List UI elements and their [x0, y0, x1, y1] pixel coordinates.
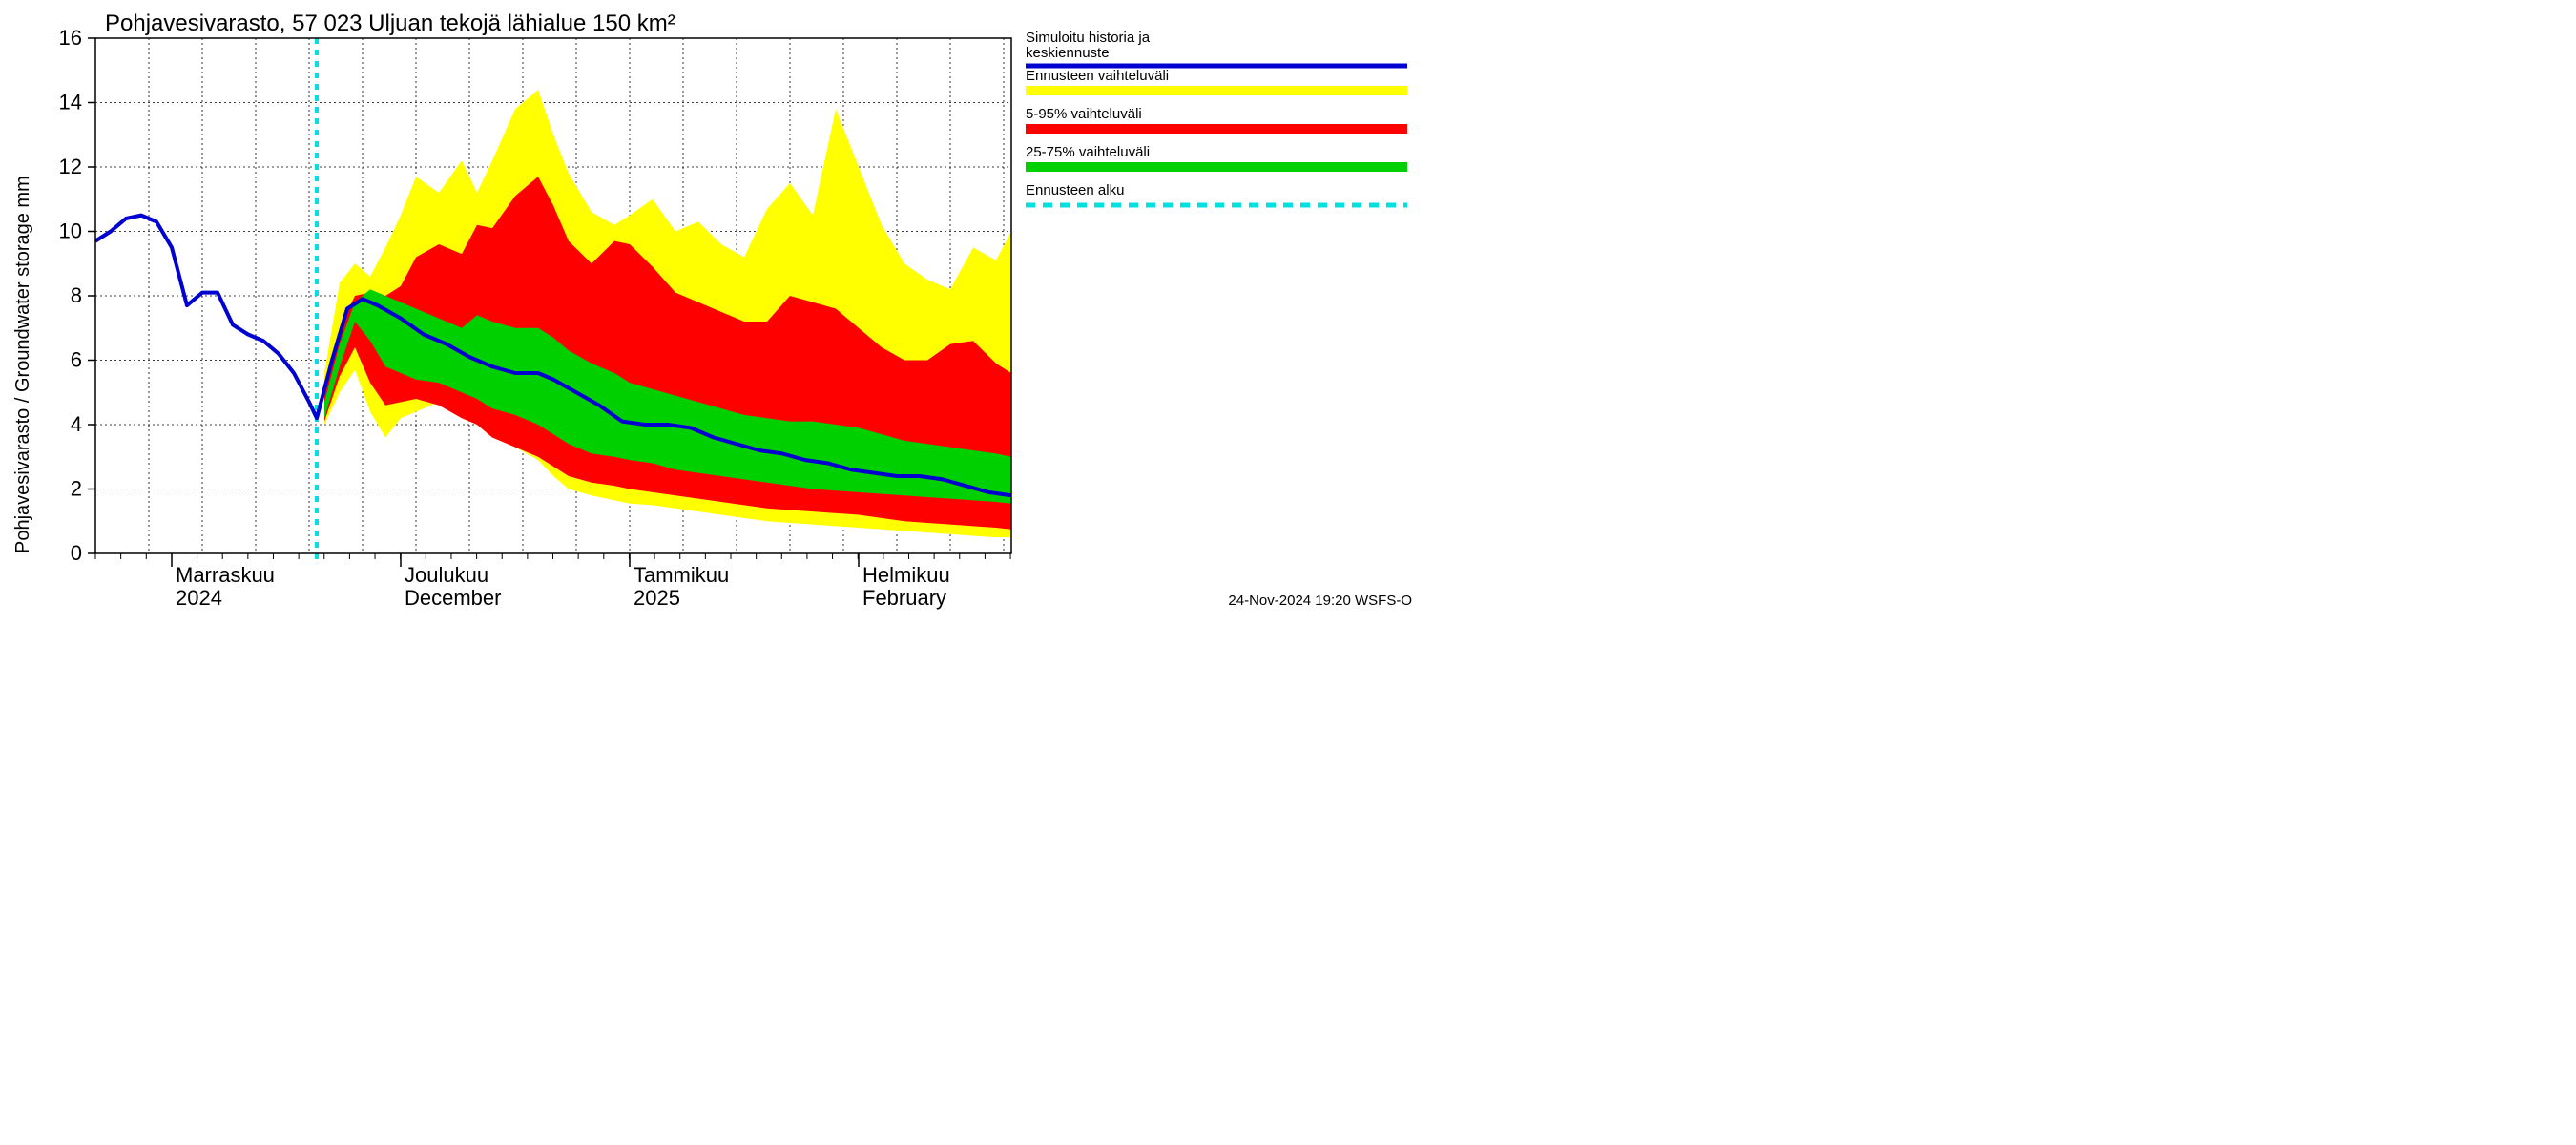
legend-label: Ennusteen alku: [1026, 182, 1124, 198]
y-tick-label: 14: [59, 91, 82, 114]
legend-swatch: [1026, 124, 1407, 134]
groundwater-chart: 0 2 4 6 8 10 12 14 16 Marraskuu2024 JoulukuuDecemb…: [0, 0, 1431, 636]
legend-swatch: [1026, 162, 1407, 172]
y-tick-label: 2: [71, 477, 82, 501]
x-tick-label-bot: December: [405, 586, 501, 610]
legend-label: Simuloitu historia ja: [1026, 30, 1151, 46]
x-tick-label-top: Helmikuu: [862, 563, 950, 587]
y-tick-label: 10: [59, 219, 82, 243]
legend-label: 5-95% vaihteluväli: [1026, 106, 1142, 122]
y-tick-label: 16: [59, 26, 82, 50]
y-tick-label: 6: [71, 348, 82, 372]
legend-label: Ennusteen vaihteluväli: [1026, 68, 1169, 84]
x-tick-label-bot: February: [862, 586, 946, 610]
x-tick-label-top: Tammikuu: [634, 563, 729, 587]
y-tick-label: 4: [71, 412, 82, 436]
x-tick-label-bot: 2025: [634, 586, 680, 610]
x-tick-label-bot: 2024: [176, 586, 222, 610]
x-tick-label-top: Joulukuu: [405, 563, 488, 587]
legend-swatch: [1026, 86, 1407, 95]
y-tick-label: 8: [71, 283, 82, 307]
x-tick-label-top: Marraskuu: [176, 563, 275, 587]
legend-label: 25-75% vaihteluväli: [1026, 144, 1150, 160]
chart-title: Pohjavesivarasto, 57 023 Uljuan tekojä l…: [105, 10, 675, 36]
chart-footer: 24-Nov-2024 19:20 WSFS-O: [1228, 593, 1412, 609]
y-tick-label: 0: [71, 541, 82, 565]
chart-svg: 0 2 4 6 8 10 12 14 16 Marraskuu2024 JoulukuuDecemb…: [0, 0, 1431, 636]
legend-label: keskiennuste: [1026, 45, 1110, 61]
y-axis-label: Pohjavesivarasto / Groundwater storage m…: [12, 176, 33, 553]
y-tick-label: 12: [59, 155, 82, 178]
